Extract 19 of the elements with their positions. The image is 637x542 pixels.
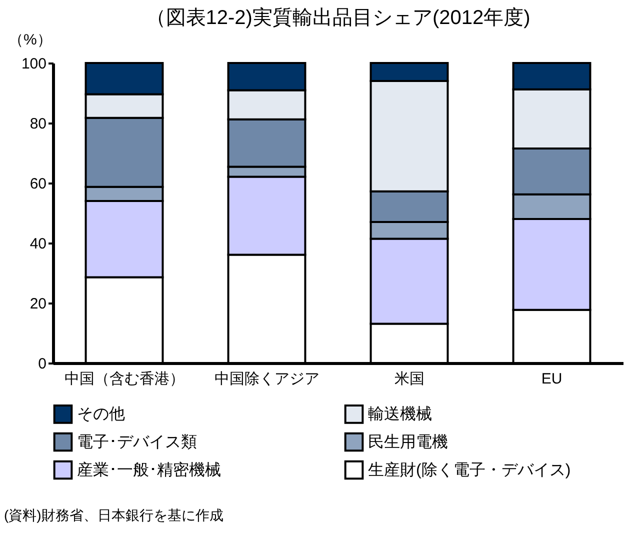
y-tick-label: 100 (21, 56, 46, 72)
y-tick-label: 80 (30, 116, 46, 132)
y-tick-label: 20 (30, 296, 46, 312)
legend-label: 産業･一般･精密機械 (77, 461, 221, 479)
legend-label: その他 (77, 406, 125, 424)
x-tick-label: EU (541, 370, 562, 388)
x-tick-label: 中国（含む香港） (64, 370, 184, 388)
x-tick-label: 中国除くアジア (214, 370, 320, 388)
chart-title: （図表12-2)実質輸出品目シェア(2012年度) (146, 6, 530, 29)
legend-label: 輸送機械 (368, 405, 432, 424)
y-axis-title: （%） (8, 32, 52, 48)
legend-label: 民生用電機 (368, 433, 448, 451)
y-tick-label: 40 (30, 236, 46, 252)
legend-label: 電子･デバイス類 (77, 433, 197, 451)
text: (資料)財務省、日本銀行を基に作成 (4, 507, 224, 525)
x-tick-label: 米国 (394, 370, 424, 388)
y-tick-label: 0 (38, 356, 46, 372)
y-tick-label: 60 (30, 176, 46, 192)
legend-label: 生産財(除く電子・デバイス) (368, 461, 571, 479)
